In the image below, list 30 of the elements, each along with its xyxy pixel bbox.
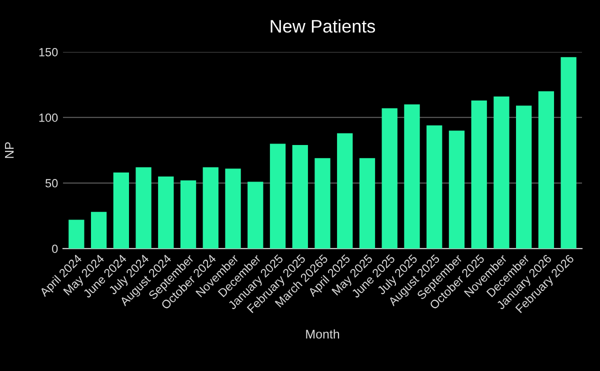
bar xyxy=(359,158,376,249)
bar xyxy=(404,104,420,249)
bar xyxy=(382,108,398,249)
bar xyxy=(202,167,218,249)
bar xyxy=(314,158,330,249)
y-tick-label: 100 xyxy=(39,114,58,122)
bar xyxy=(180,180,196,249)
bar xyxy=(158,176,174,249)
bar xyxy=(292,145,308,249)
bar xyxy=(448,130,465,249)
bar xyxy=(136,167,152,249)
y-tick-label: 150 xyxy=(39,48,58,56)
bar xyxy=(90,212,107,249)
bar xyxy=(248,182,264,249)
bar xyxy=(538,91,554,249)
bar xyxy=(68,220,84,249)
bar xyxy=(113,172,129,249)
bar xyxy=(426,125,442,249)
bar xyxy=(516,106,532,249)
y-tick-label: 50 xyxy=(45,179,58,188)
bar xyxy=(471,100,487,249)
bar xyxy=(225,168,241,249)
bar xyxy=(270,144,286,249)
x-axis-title: Month xyxy=(306,329,340,339)
y-axis-title: NP xyxy=(5,142,14,158)
chart-title: New Patients xyxy=(270,19,376,33)
bar xyxy=(337,133,353,249)
bar xyxy=(560,57,576,249)
bar xyxy=(494,96,510,249)
y-tick-label: 0 xyxy=(52,244,58,253)
